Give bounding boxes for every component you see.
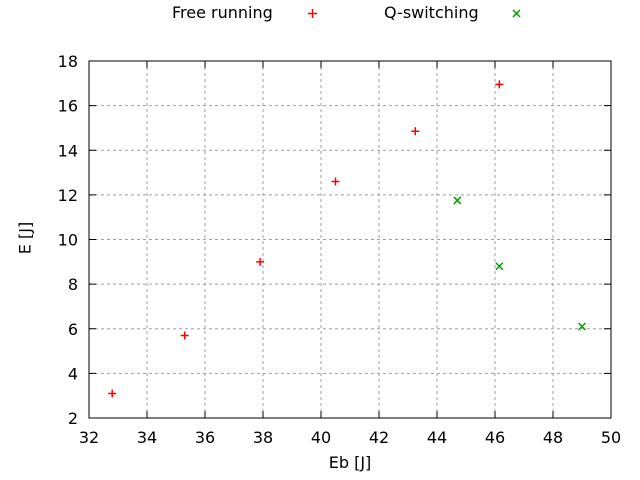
y-tick-label: 14 xyxy=(58,141,78,160)
legend-label-free-running: Free running xyxy=(172,3,273,22)
y-tick-label: 12 xyxy=(58,186,78,205)
x-tick-label: 48 xyxy=(543,428,563,447)
x-tick-label: 32 xyxy=(79,428,99,447)
data-point-plus xyxy=(180,331,189,340)
data-point-cross xyxy=(577,322,587,331)
x-tick-label: 42 xyxy=(369,428,389,447)
legend: Free running Q-switching xyxy=(0,4,640,22)
cross-marker-icon xyxy=(512,8,521,18)
x-tick-label: 44 xyxy=(427,428,447,447)
x-axis-title: Eb [J] xyxy=(328,453,372,472)
y-tick-label: 4 xyxy=(68,364,78,383)
data-point-plus xyxy=(331,177,340,186)
y-tick-label: 6 xyxy=(68,320,78,339)
y-axis-title: E [J] xyxy=(15,221,35,255)
legend-entry-q-switching: Q-switching xyxy=(384,4,524,22)
data-point-cross xyxy=(495,262,504,271)
x-tick-label: 40 xyxy=(311,428,331,447)
y-tick-label: 8 xyxy=(68,275,78,294)
data-point-cross xyxy=(453,196,462,205)
legend-entry-free-running: Free running xyxy=(172,4,320,22)
y-tick-label: 2 xyxy=(68,409,78,428)
x-tick-label: 46 xyxy=(485,428,505,447)
plus-marker-icon xyxy=(308,8,317,18)
plot-border xyxy=(88,60,612,419)
x-tick-label: 34 xyxy=(137,428,157,447)
data-point-plus xyxy=(495,80,504,89)
data-point-plus xyxy=(411,127,420,136)
data-point-plus xyxy=(108,389,117,398)
y-tick-label: 10 xyxy=(58,231,78,250)
x-tick-label: 38 xyxy=(253,428,273,447)
data-point-plus xyxy=(256,257,265,266)
x-tick-label: 50 xyxy=(601,428,621,447)
x-tick-label: 36 xyxy=(195,428,215,447)
y-tick-label: 16 xyxy=(58,97,78,116)
y-tick-label: 18 xyxy=(58,52,78,71)
legend-label-q-switching: Q-switching xyxy=(384,3,479,22)
